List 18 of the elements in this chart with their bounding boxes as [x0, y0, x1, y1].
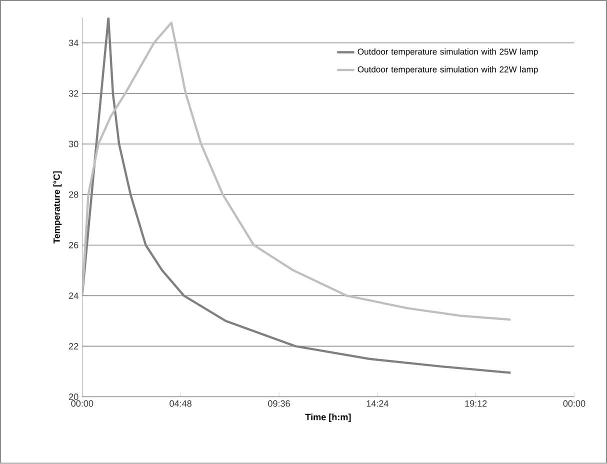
x-tick-label: 00:00 [71, 400, 94, 407]
x-tick-label: 14:24 [366, 400, 388, 407]
y-tick-label: 30 [68, 140, 78, 148]
x-tick-label: 09:36 [268, 400, 290, 407]
y-tick-label: 34 [68, 40, 78, 46]
x-tick-label: 19:12 [465, 400, 487, 407]
x-axis-title: Time [h:m] [305, 414, 351, 422]
y-tick-label: 26 [69, 242, 78, 248]
y-tick-label: 32 [68, 90, 78, 97]
x-tick-label: 00:00 [563, 400, 586, 407]
x-tick-label: 04:48 [170, 400, 192, 407]
y-tick-label: 20 [69, 394, 78, 400]
legend-label: Outdoor temperature simulation with 22W lamp [358, 66, 538, 74]
legend-label: Outdoor temperature simulation with 25W lamp [358, 48, 538, 56]
y-tick-label: 22 [69, 343, 78, 350]
y-tick-label: 24 [69, 292, 78, 299]
y-tick-label: 28 [69, 191, 78, 198]
y-axis-title: Temperature [°C] [53, 171, 62, 244]
